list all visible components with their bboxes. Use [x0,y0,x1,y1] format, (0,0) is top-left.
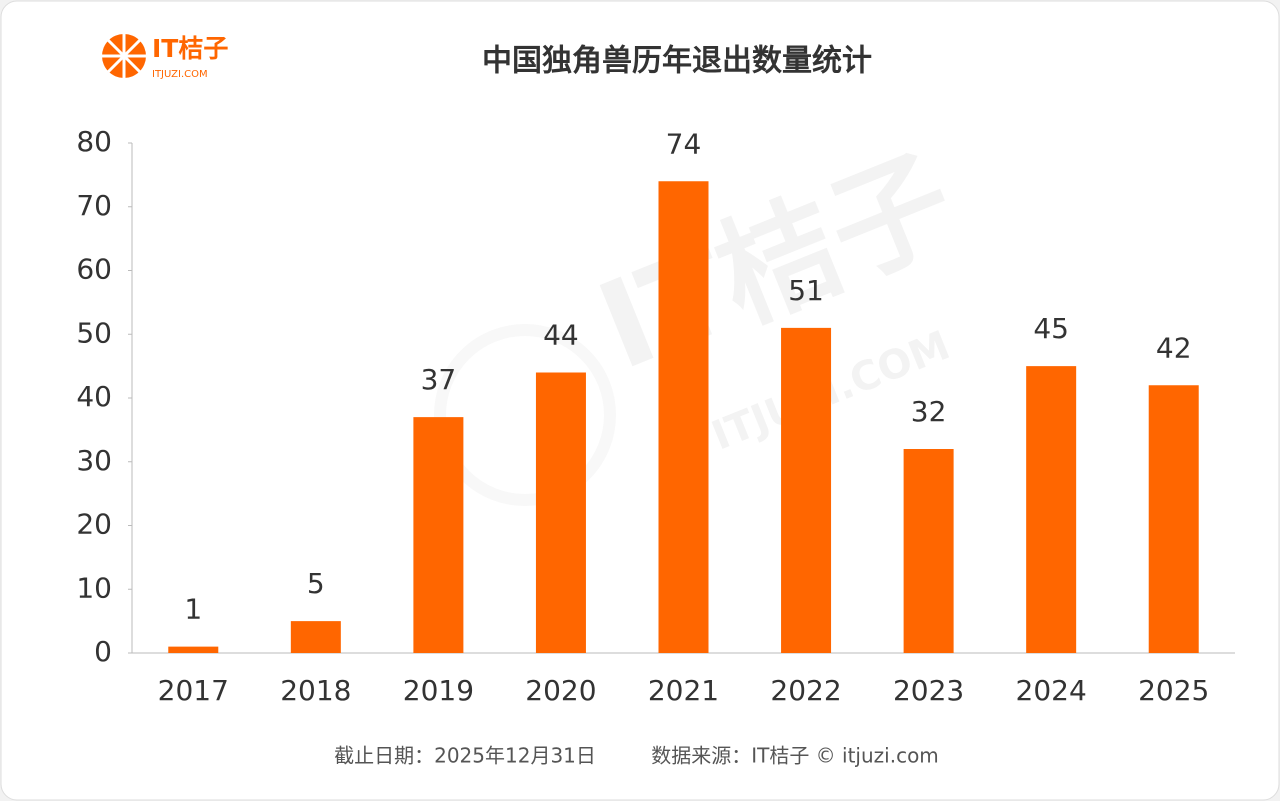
value-label: 5 [307,567,325,600]
x-tick-label: 2021 [648,674,719,707]
value-label: 45 [1033,312,1069,345]
bar [658,181,709,653]
bar [903,449,954,653]
watermark-icon [434,324,616,506]
x-tick-label: 2025 [1138,674,1209,707]
value-label: 51 [788,274,824,307]
y-tick-label: 50 [76,316,112,349]
value-label: 32 [911,395,947,428]
chart-title: 中国独角兽历年退出数量统计 [482,44,872,79]
value-label: 42 [1156,331,1192,364]
bar [168,646,219,653]
bar [781,327,832,653]
footer-date: 截止日期：2025年12月31日 [334,744,596,768]
x-tick-label: 2019 [403,674,474,707]
bar [290,621,341,653]
x-tick-label: 2024 [1016,674,1087,707]
y-tick-label: 20 [76,508,112,541]
bar [413,417,464,653]
footer-source: 数据来源：IT桔子 © itjuzi.com [651,744,939,768]
y-tick-label: 10 [76,571,112,604]
logo-name: IT桔子 [152,34,228,63]
x-tick-label: 2017 [158,674,229,707]
x-tick-label: 2023 [893,674,964,707]
x-tick-label: 2018 [280,674,351,707]
logo-site: ITJUZI.COM [152,69,208,80]
y-tick-label: 30 [76,444,112,477]
x-tick-label: 2020 [525,674,596,707]
value-label: 44 [543,319,579,352]
y-tick-label: 70 [76,189,112,222]
bar [1026,366,1077,653]
y-tick-label: 40 [76,380,112,413]
logo: IT桔子 ITJUZI.COM [102,34,228,80]
bar [535,372,586,653]
value-label: 1 [184,593,202,626]
y-tick-label: 60 [76,253,112,286]
logo-icon-lines [102,34,146,78]
value-label: 74 [666,127,702,160]
y-tick-label: 0 [94,635,112,668]
x-tick-label: 2022 [770,674,841,707]
value-label: 37 [421,363,457,396]
y-tick-label: 80 [76,125,112,158]
bar [1148,385,1199,653]
